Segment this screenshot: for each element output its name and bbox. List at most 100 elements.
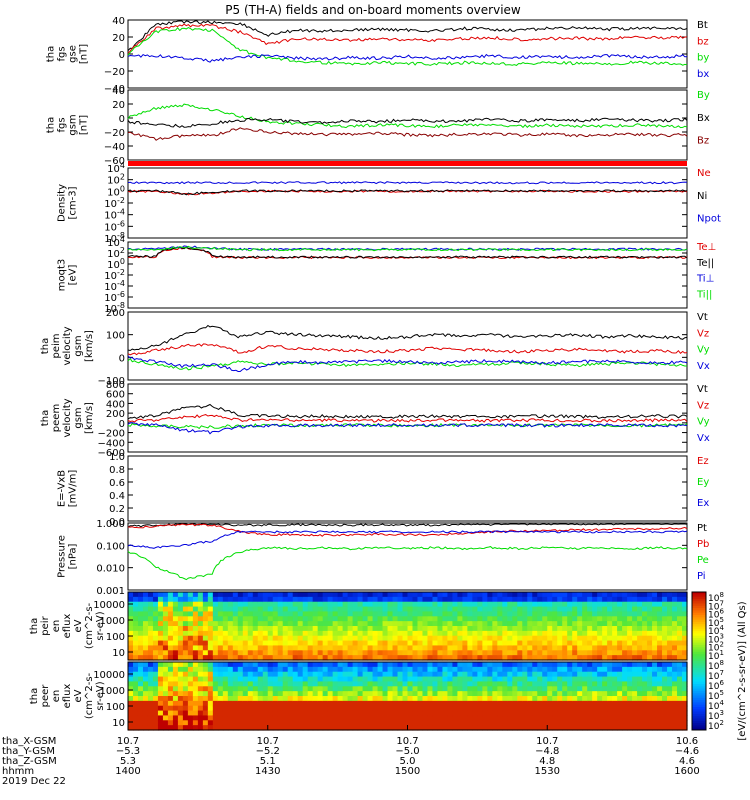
heat-cell	[128, 621, 134, 627]
heat-cell	[447, 676, 454, 683]
heat-cell	[407, 700, 414, 707]
heat-cell	[642, 626, 648, 632]
heat-cell	[417, 650, 424, 656]
heat-cell	[682, 650, 688, 656]
heat-cell	[452, 676, 459, 683]
heat-cell	[602, 676, 608, 683]
heat-cell	[642, 601, 648, 608]
heat-cell	[317, 710, 324, 717]
heat-cell	[162, 621, 169, 627]
heat-cell	[437, 666, 444, 673]
heat-cell	[487, 626, 493, 632]
heat-cell	[512, 691, 518, 697]
heat-cell	[497, 650, 503, 656]
heat-cell	[272, 710, 279, 717]
y-tick-label: −40	[104, 84, 125, 95]
heat-cell	[187, 621, 194, 627]
heat-cell	[312, 596, 319, 603]
heat-cell	[392, 626, 399, 632]
heat-cell	[392, 671, 399, 678]
heat-cell	[207, 596, 214, 603]
heat-cell	[367, 635, 374, 642]
heat-cell	[432, 720, 439, 726]
heat-cell	[327, 720, 334, 726]
heat-cell	[577, 621, 583, 627]
heat-cell	[617, 662, 623, 668]
heat-cell	[292, 681, 299, 687]
heat-cell	[197, 626, 204, 632]
heat-cell	[347, 635, 354, 642]
heat-cell	[162, 710, 169, 717]
heat-cell	[447, 611, 454, 617]
heat-cell	[607, 715, 613, 721]
heat-cell	[167, 686, 174, 692]
heat-cell	[537, 691, 543, 697]
heat-cell	[632, 662, 638, 668]
heat-cell	[422, 645, 429, 651]
colorbar-step	[692, 631, 706, 634]
heat-cell	[367, 616, 374, 622]
heat-cell	[667, 715, 673, 721]
heat-cell	[247, 662, 254, 668]
heat-cell	[647, 630, 653, 637]
panel-10: thapeerenefluxeV(cm^2-s-sr-eV)1000010001…	[29, 661, 688, 731]
heat-cell	[137, 626, 144, 632]
colorbar-step	[692, 667, 706, 671]
heat-cell	[172, 626, 179, 632]
heat-cell	[502, 696, 508, 702]
heat-cell	[657, 596, 663, 603]
heat-cell	[487, 616, 493, 622]
heat-cell	[492, 611, 498, 617]
heat-cell	[547, 691, 553, 697]
heat-cell	[247, 691, 254, 697]
heat-cell	[307, 640, 314, 647]
heat-cell	[422, 640, 429, 647]
y-tick-label: −20	[104, 67, 125, 78]
heat-cell	[247, 686, 254, 692]
heat-cell	[212, 611, 219, 617]
heat-cell	[412, 686, 419, 692]
heat-cell	[387, 621, 394, 627]
heat-cell	[342, 626, 349, 632]
heat-cell	[242, 700, 249, 707]
heat-cell	[397, 715, 404, 721]
heat-cell	[492, 606, 498, 613]
heat-cell	[332, 696, 339, 702]
heat-cell	[502, 715, 508, 721]
panel-ylabel: moqt3[eV]	[57, 259, 79, 292]
heat-cell	[177, 606, 184, 613]
panel-frame	[127, 383, 688, 453]
heat-cell	[322, 700, 329, 707]
heat-cell	[172, 715, 179, 721]
heat-cell	[267, 630, 274, 637]
heat-cell	[287, 596, 294, 603]
heat-cell	[152, 616, 159, 622]
heat-cell	[387, 650, 394, 656]
heat-cell	[647, 671, 653, 678]
heat-cell	[467, 666, 473, 673]
series-line-bz	[127, 23, 688, 54]
heat-cell	[207, 686, 214, 692]
heat-cell	[462, 686, 468, 692]
heat-cell	[632, 676, 638, 683]
heat-cell	[217, 650, 224, 656]
heat-cell	[147, 592, 154, 598]
heat-cell	[417, 616, 424, 622]
heat-cell	[172, 720, 179, 726]
heat-cell	[597, 655, 603, 661]
heat-cell	[662, 696, 668, 702]
heat-cell	[397, 681, 404, 687]
heat-cell	[422, 715, 429, 721]
heat-cell	[407, 601, 414, 608]
heat-cell	[462, 725, 468, 731]
heat-cell	[367, 666, 374, 673]
heat-cell	[527, 626, 533, 632]
heat-cell	[652, 606, 658, 613]
heat-cell	[212, 705, 219, 712]
heat-cell	[367, 655, 374, 661]
heat-cell	[522, 686, 528, 692]
heat-cell	[322, 691, 329, 697]
heat-cell	[547, 720, 553, 726]
heat-cell	[637, 626, 643, 632]
heat-cell	[377, 650, 384, 656]
